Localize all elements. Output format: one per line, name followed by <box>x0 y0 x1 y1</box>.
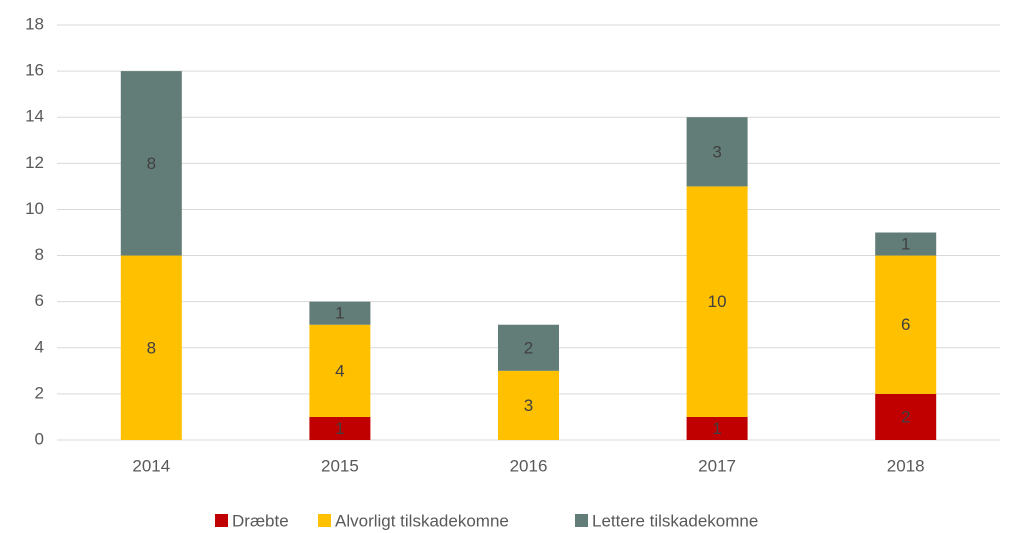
y-tick-label: 8 <box>35 245 44 264</box>
bar-segment <box>875 232 937 256</box>
data-label: 1 <box>335 419 344 438</box>
bar-segment <box>686 416 748 440</box>
x-tick-label: 2017 <box>698 456 736 475</box>
bar-segment <box>498 324 559 371</box>
data-label: 8 <box>147 154 156 173</box>
data-label: 1 <box>712 419 721 438</box>
y-tick-label: 12 <box>25 153 44 172</box>
bar-segment <box>498 370 559 440</box>
data-label: 1 <box>901 235 910 254</box>
legend-label: Dræbte <box>232 511 289 530</box>
bar-segment <box>120 255 182 440</box>
data-label: 6 <box>901 315 910 334</box>
y-tick-label: 2 <box>35 383 44 402</box>
bar-segment <box>120 71 182 256</box>
bar-segment <box>309 416 371 440</box>
data-label: 2 <box>524 338 533 357</box>
legend-label: Alvorligt tilskadekomne <box>335 511 509 530</box>
data-label: 3 <box>524 396 533 415</box>
bar-segment <box>875 255 937 394</box>
bar-segment <box>686 117 748 187</box>
bar-segment <box>309 324 371 417</box>
y-tick-label: 4 <box>35 337 44 356</box>
data-label: 2 <box>901 407 910 426</box>
y-tick-label: 10 <box>25 199 44 218</box>
x-tick-label: 2018 <box>887 456 925 475</box>
data-label: 4 <box>335 361 344 380</box>
legend-label: Lettere tilskadekomne <box>592 511 758 530</box>
y-tick-label: 0 <box>35 429 44 448</box>
data-label: 8 <box>147 338 156 357</box>
legend-swatch <box>215 514 228 527</box>
y-tick-label: 16 <box>25 61 44 80</box>
bar-segment <box>686 186 748 417</box>
legend-swatch <box>575 514 588 527</box>
data-label: 10 <box>708 292 727 311</box>
legend-swatch <box>318 514 331 527</box>
y-tick-label: 18 <box>25 14 44 33</box>
x-tick-label: 2016 <box>510 456 548 475</box>
bar-segment <box>875 393 937 440</box>
y-tick-label: 14 <box>25 107 44 126</box>
x-tick-label: 2014 <box>132 456 170 475</box>
y-tick-label: 6 <box>35 291 44 310</box>
data-label: 3 <box>712 142 721 161</box>
data-label: 1 <box>335 304 344 323</box>
x-tick-label: 2015 <box>321 456 359 475</box>
bar-segment <box>309 301 371 325</box>
